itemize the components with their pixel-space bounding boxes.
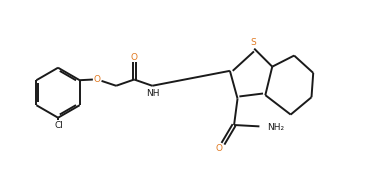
Text: O: O xyxy=(94,75,101,84)
Text: NH: NH xyxy=(147,89,160,98)
Text: O: O xyxy=(215,144,222,153)
Text: Cl: Cl xyxy=(54,121,63,130)
Text: O: O xyxy=(131,53,138,62)
Text: NH₂: NH₂ xyxy=(267,123,284,132)
Text: S: S xyxy=(250,38,256,47)
